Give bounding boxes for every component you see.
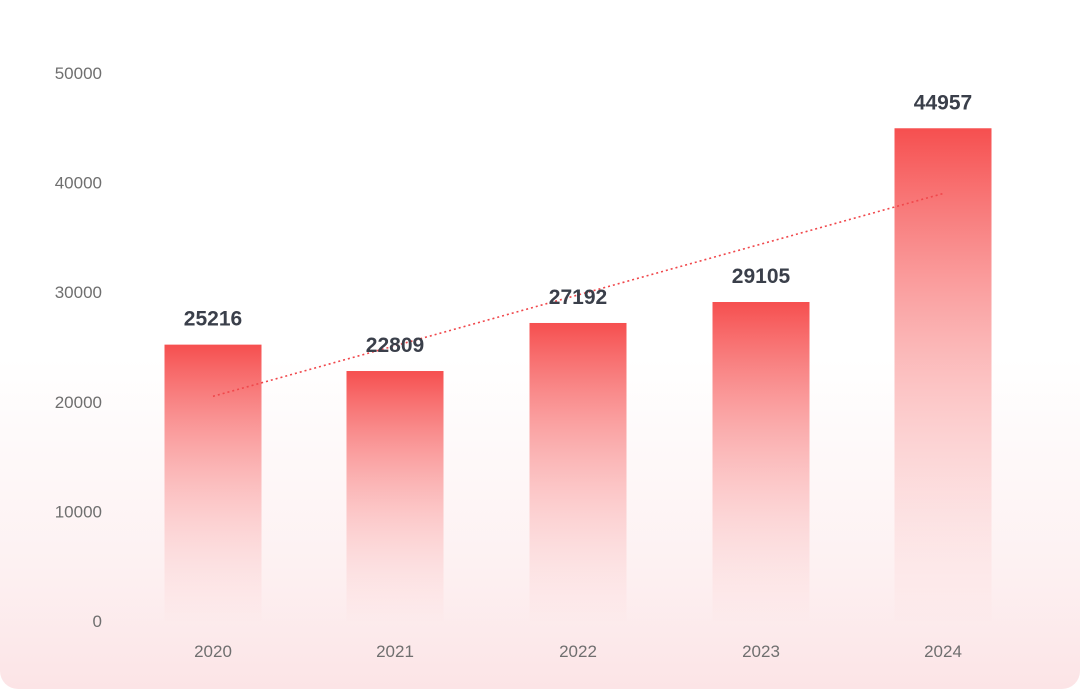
y-tick-label: 10000: [55, 502, 102, 521]
bar-2023: [712, 302, 810, 621]
y-tick-label: 20000: [55, 393, 102, 412]
x-axis: 2020 2021 2022 2023 2024: [194, 642, 962, 661]
bar-2024: [894, 128, 992, 621]
x-tick-label: 2023: [742, 642, 780, 661]
trendline-group: [212, 192, 944, 398]
data-label-2020: 25216: [184, 308, 242, 331]
bar-2020: [164, 344, 262, 621]
data-label-2023: 29105: [732, 265, 791, 288]
data-labels-group: 25216 22809 27192 29105 44957: [184, 91, 972, 357]
data-label-2024: 44957: [914, 91, 972, 114]
x-tick-label: 2020: [194, 642, 232, 661]
x-tick-label: 2021: [376, 642, 414, 661]
bars-group: [164, 128, 992, 621]
data-label-2021: 22809: [366, 334, 424, 357]
x-tick-label: 2022: [559, 642, 597, 661]
y-tick-label: 50000: [55, 64, 102, 83]
y-tick-label: 0: [93, 612, 102, 631]
y-tick-label: 30000: [55, 283, 102, 302]
x-tick-label: 2024: [924, 642, 962, 661]
bar-2022: [529, 322, 627, 621]
data-label-2022: 27192: [549, 286, 607, 309]
y-tick-label: 40000: [55, 174, 102, 193]
y-axis: 0 10000 20000 30000 40000 50000: [55, 64, 102, 631]
bar-2021: [346, 371, 444, 621]
trendline: [212, 192, 944, 398]
